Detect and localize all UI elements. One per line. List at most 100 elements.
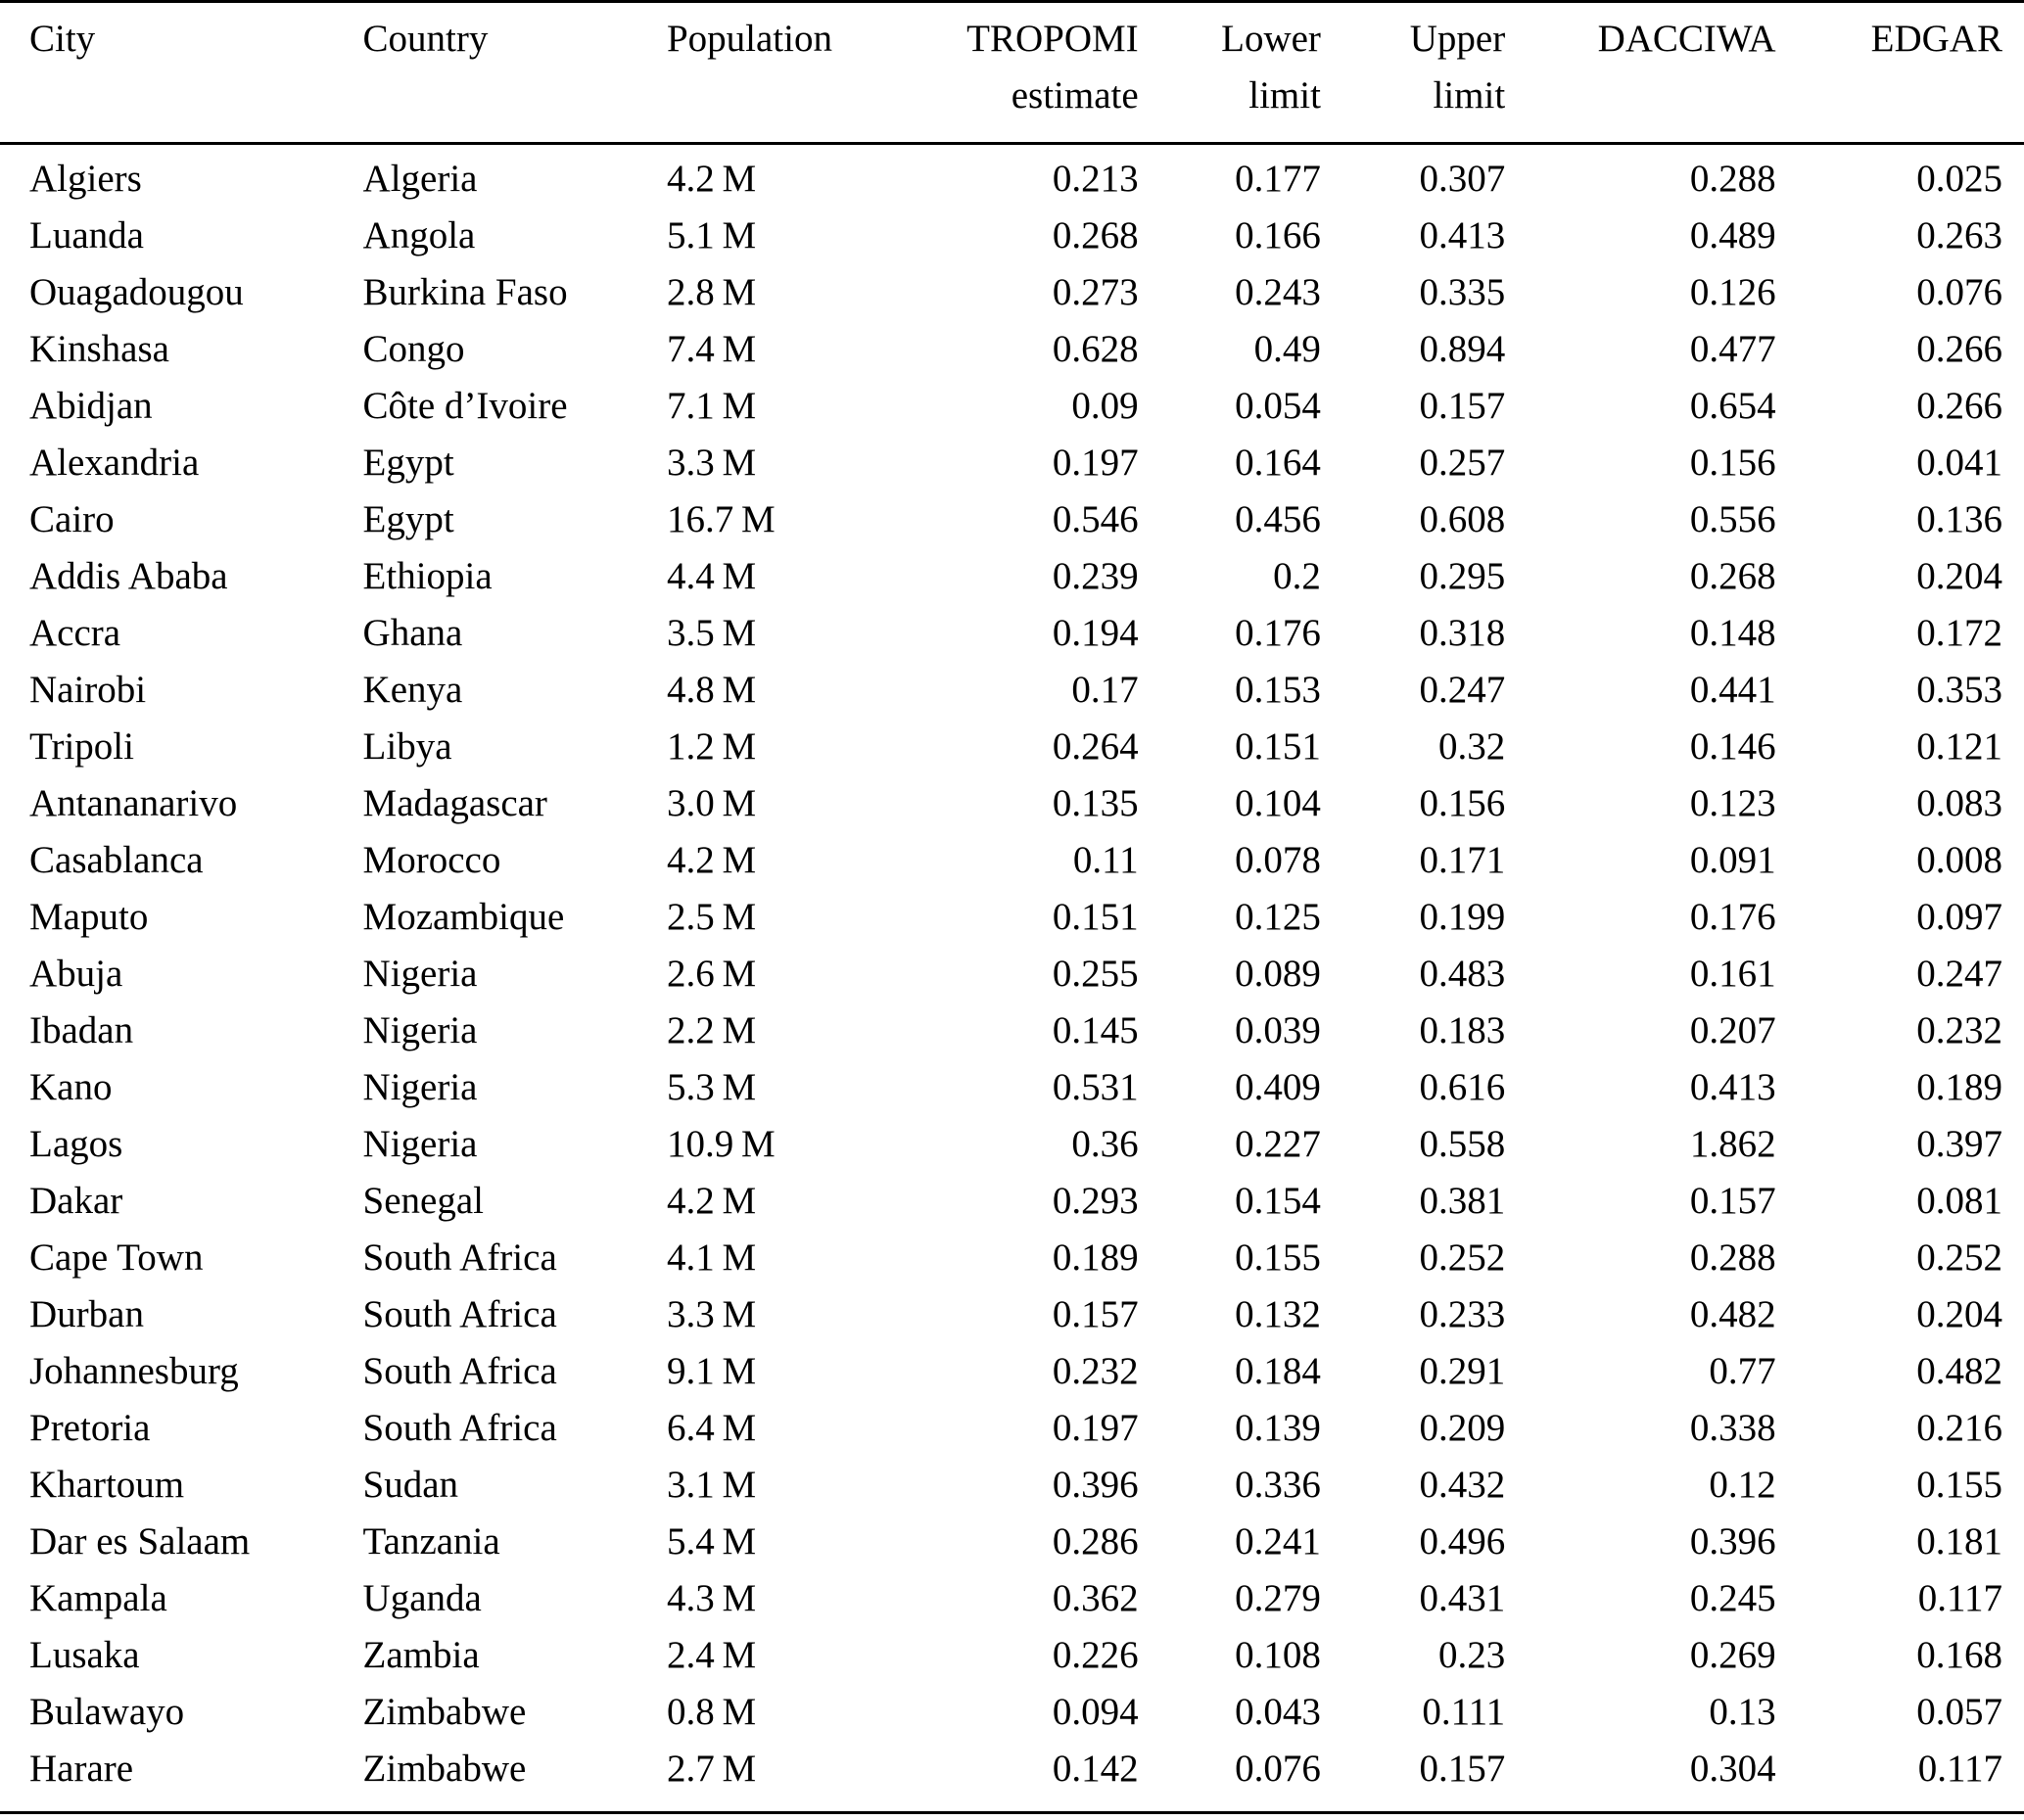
cell-tropomi-estimate: 0.151 [1052, 896, 1139, 938]
cell-country: Tanzania [362, 1520, 500, 1563]
cell-edgar: 0.266 [1916, 385, 2002, 427]
cell-city: Ouagadougou [29, 271, 244, 313]
table-row: Pretoria South Africa 6.4 M 0.197 0.139 0.209… [0, 1400, 2024, 1457]
cell-country: Zambia [362, 1634, 480, 1676]
table-row: Maputo Mozambique 2.5 M 0.151 0.125 0.199 0.17… [0, 889, 2024, 946]
column-header-population: Population [666, 1, 916, 145]
cell-city: Bulawayo [29, 1691, 185, 1733]
column-header-country: Country [362, 1, 667, 145]
cell-upper-limit: 0.608 [1419, 498, 1506, 540]
cell-lower-limit: 0.241 [1235, 1520, 1321, 1563]
cell-lower-limit: 0.108 [1235, 1634, 1321, 1676]
cell-country: Nigeria [362, 1009, 478, 1051]
cell-city: Kampala [29, 1577, 167, 1619]
cell-dacciwa: 0.413 [1689, 1066, 1776, 1108]
cell-country: South Africa [362, 1350, 557, 1392]
cell-upper-limit: 0.183 [1419, 1009, 1506, 1051]
cell-dacciwa: 0.269 [1689, 1634, 1776, 1676]
cell-upper-limit: 0.894 [1419, 328, 1506, 370]
cell-population: 4.1 M [666, 1237, 757, 1279]
cell-lower-limit: 0.336 [1235, 1464, 1321, 1506]
cell-upper-limit: 0.496 [1419, 1520, 1506, 1563]
cell-edgar: 0.172 [1916, 612, 2002, 654]
cell-dacciwa: 0.556 [1689, 498, 1776, 540]
cell-country: Ethiopia [362, 555, 493, 597]
cell-edgar: 0.266 [1916, 328, 2002, 370]
cell-edgar: 0.216 [1916, 1407, 2002, 1449]
cell-lower-limit: 0.456 [1235, 498, 1321, 540]
cell-dacciwa: 0.288 [1689, 158, 1776, 200]
cell-upper-limit: 0.199 [1419, 896, 1506, 938]
cell-city: Luanda [29, 214, 144, 257]
cell-lower-limit: 0.139 [1235, 1407, 1321, 1449]
table-row: Addis Ababa Ethiopia 4.4 M 0.239 0.2 0.295 0.2… [0, 548, 2024, 605]
cell-upper-limit: 0.381 [1419, 1180, 1506, 1222]
cell-edgar: 0.076 [1916, 271, 2002, 313]
cell-country: Algeria [362, 158, 478, 200]
cell-edgar: 0.482 [1916, 1350, 2002, 1392]
cell-population: 4.8 M [666, 669, 757, 711]
cell-edgar: 0.025 [1916, 158, 2002, 200]
cell-dacciwa: 0.245 [1689, 1577, 1776, 1619]
cell-dacciwa: 0.482 [1689, 1293, 1776, 1335]
cell-tropomi-estimate: 0.145 [1052, 1009, 1139, 1051]
table-row: Cape Town South Africa 4.1 M 0.189 0.155 0.25… [0, 1230, 2024, 1286]
cell-tropomi-estimate: 0.11 [1072, 839, 1139, 881]
cell-city: Antananarivo [29, 782, 238, 824]
cell-city: Cairo [29, 498, 115, 540]
table-row: Lagos Nigeria 10.9 M 0.36 0.227 0.558 1.862 0.3… [0, 1116, 2024, 1173]
cell-edgar: 0.041 [1916, 442, 2002, 484]
cell-lower-limit: 0.153 [1235, 669, 1321, 711]
table-row: Antananarivo Madagascar 3.0 M 0.135 0.104 0.1… [0, 775, 2024, 832]
cell-dacciwa: 0.288 [1689, 1237, 1776, 1279]
cell-dacciwa: 0.148 [1689, 612, 1776, 654]
cell-lower-limit: 0.155 [1235, 1237, 1321, 1279]
cell-upper-limit: 0.32 [1437, 725, 1506, 768]
cell-upper-limit: 0.291 [1419, 1350, 1506, 1392]
cell-country: Kenya [362, 669, 463, 711]
cell-country: Morocco [362, 839, 501, 881]
cell-edgar: 0.083 [1916, 782, 2002, 824]
cell-tropomi-estimate: 0.273 [1052, 271, 1139, 313]
table-row: Harare Zimbabwe 2.7 M 0.142 0.076 0.157 0.304 0… [0, 1741, 2024, 1813]
cell-dacciwa: 0.156 [1689, 442, 1776, 484]
cell-upper-limit: 0.558 [1419, 1123, 1506, 1165]
cell-lower-limit: 0.076 [1235, 1748, 1321, 1790]
cell-edgar: 0.353 [1916, 669, 2002, 711]
cell-upper-limit: 0.318 [1419, 612, 1506, 654]
cell-upper-limit: 0.233 [1419, 1293, 1506, 1335]
cell-city: Addis Ababa [29, 555, 228, 597]
cell-upper-limit: 0.616 [1419, 1066, 1506, 1108]
cell-population: 5.1 M [666, 214, 757, 257]
cell-population: 9.1 M [666, 1350, 757, 1392]
cell-edgar: 0.181 [1916, 1520, 2002, 1563]
table-row: Bulawayo Zimbabwe 0.8 M 0.094 0.043 0.111 0.13… [0, 1684, 2024, 1741]
cell-city: Cape Town [29, 1237, 204, 1279]
table-row: Ibadan Nigeria 2.2 M 0.145 0.039 0.183 0.207 0.… [0, 1003, 2024, 1059]
cell-lower-limit: 0.409 [1235, 1066, 1321, 1108]
cell-upper-limit: 0.157 [1419, 1748, 1506, 1790]
cell-country: Sudan [362, 1464, 459, 1506]
table-row: Dakar Senegal 4.2 M 0.293 0.154 0.381 0.157 0.0… [0, 1173, 2024, 1230]
cell-dacciwa: 0.091 [1689, 839, 1776, 881]
cell-population: 2.2 M [666, 1009, 757, 1051]
table-row: Algiers Algeria 4.2 M 0.213 0.177 0.307 0.288 0… [0, 144, 2024, 209]
column-header-dacciwa: DACCIWA [1505, 1, 1776, 145]
table-row: Durban South Africa 3.3 M 0.157 0.132 0.233 0.… [0, 1286, 2024, 1343]
cell-population: 2.4 M [666, 1634, 757, 1676]
cell-city: Johannesburg [29, 1350, 239, 1392]
cell-dacciwa: 1.862 [1689, 1123, 1776, 1165]
cell-lower-limit: 0.166 [1235, 214, 1321, 257]
cell-city: Algiers [29, 158, 142, 200]
table-row: Kampala Uganda 4.3 M 0.362 0.279 0.431 0.245 0.… [0, 1570, 2024, 1627]
cell-country: Nigeria [362, 1066, 478, 1108]
table-row: Kano Nigeria 5.3 M 0.531 0.409 0.616 0.413 0.18… [0, 1059, 2024, 1116]
cell-city: Khartoum [29, 1464, 185, 1506]
cell-upper-limit: 0.247 [1419, 669, 1506, 711]
cell-lower-limit: 0.177 [1235, 158, 1321, 200]
cell-dacciwa: 0.396 [1689, 1520, 1776, 1563]
cell-population: 2.6 M [666, 953, 757, 995]
cell-dacciwa: 0.176 [1689, 896, 1776, 938]
table-row: Abidjan Côte d’Ivoire 7.1 M 0.09 0.054 0.157 0… [0, 378, 2024, 435]
